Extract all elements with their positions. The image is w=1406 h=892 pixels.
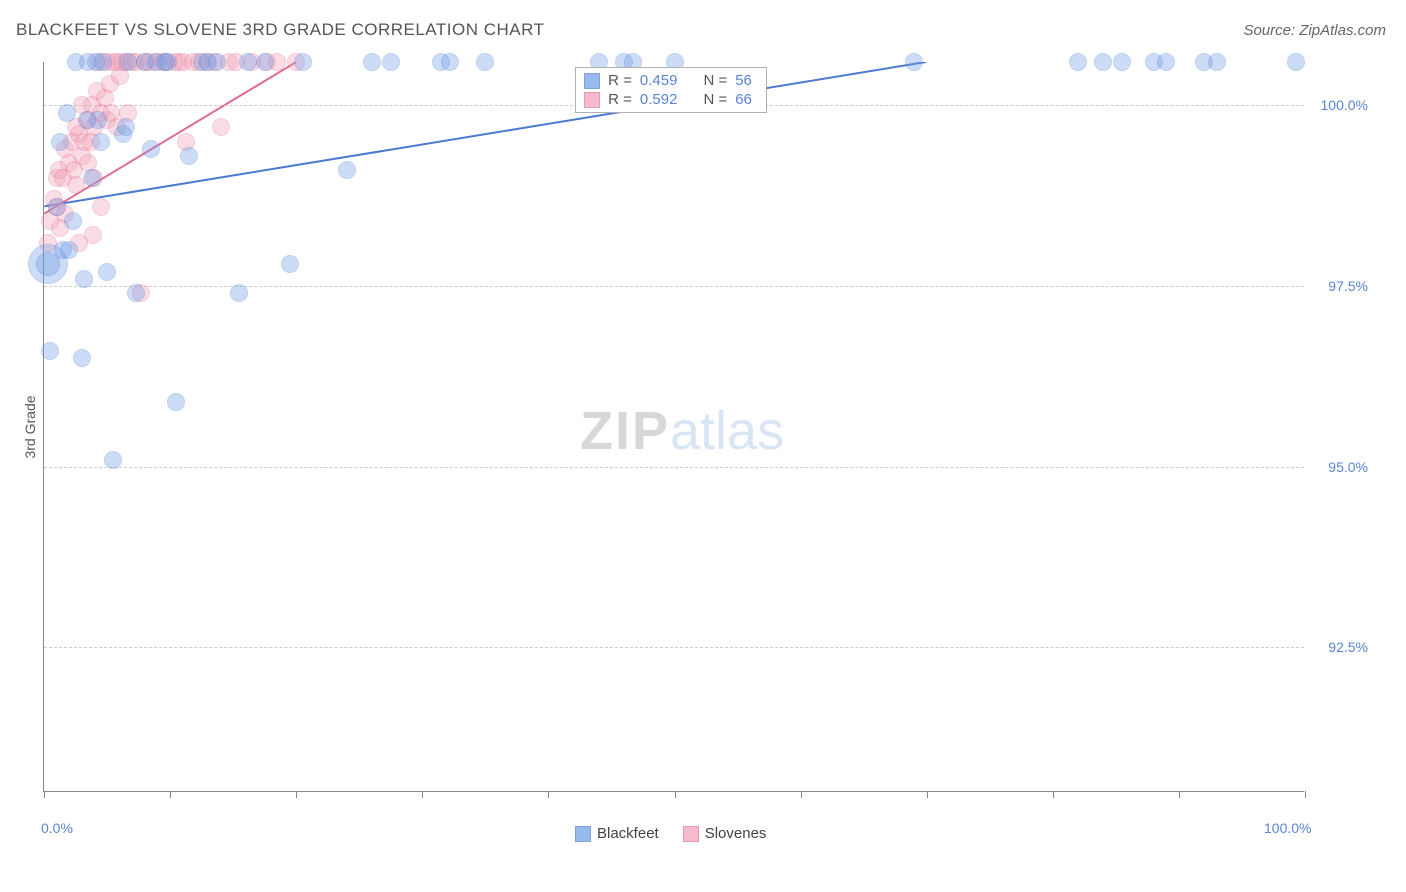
data-point-slovenes — [67, 176, 85, 194]
trend-lines-svg — [44, 62, 1304, 791]
x-tick — [927, 791, 928, 798]
data-point-blackfeet — [94, 53, 112, 71]
data-point-blackfeet — [119, 53, 137, 71]
data-point-blackfeet — [117, 118, 135, 136]
data-point-slovenes — [212, 118, 230, 136]
data-point-blackfeet — [1157, 53, 1175, 71]
data-point-blackfeet — [92, 133, 110, 151]
legend: Blackfeet Slovenes — [575, 825, 766, 842]
data-point-blackfeet — [180, 147, 198, 165]
x-tick — [296, 791, 297, 798]
gridline — [44, 467, 1304, 468]
swatch-slovenes-icon — [584, 92, 600, 108]
chart-title: BLACKFEET VS SLOVENE 3RD GRADE CORRELATI… — [16, 20, 544, 40]
swatch-slovenes-icon — [683, 826, 699, 842]
data-point-blackfeet — [60, 241, 78, 259]
data-point-blackfeet — [239, 53, 257, 71]
y-tick-label: 95.0% — [1308, 459, 1368, 475]
data-point-blackfeet — [905, 53, 923, 71]
gridline — [44, 647, 1304, 648]
x-tick — [44, 791, 45, 798]
data-point-blackfeet — [64, 212, 82, 230]
data-point-blackfeet — [98, 263, 116, 281]
chart-source: Source: ZipAtlas.com — [1243, 22, 1386, 39]
plot-area: 92.5%95.0%97.5%100.0% — [43, 62, 1304, 792]
data-point-blackfeet — [230, 284, 248, 302]
y-axis-title: 3rd Grade — [22, 395, 38, 458]
swatch-blackfeet-icon — [584, 73, 600, 89]
x-tick — [801, 791, 802, 798]
stats-blackfeet-n: 56 — [735, 72, 752, 89]
x-tick — [675, 791, 676, 798]
stats-n-label: N = — [703, 91, 727, 108]
data-point-blackfeet — [127, 284, 145, 302]
stats-box: R = 0.459 N = 56 R = 0.592 N = 66 — [575, 67, 767, 113]
stats-n-label: N = — [703, 72, 727, 89]
data-point-blackfeet — [382, 53, 400, 71]
x-tick — [170, 791, 171, 798]
data-point-blackfeet — [75, 270, 93, 288]
data-point-blackfeet — [167, 393, 185, 411]
legend-slovenes-label: Slovenes — [705, 825, 767, 842]
data-point-blackfeet — [104, 451, 122, 469]
data-point-blackfeet — [1069, 53, 1087, 71]
y-tick-label: 100.0% — [1308, 97, 1368, 113]
data-point-blackfeet — [159, 53, 177, 71]
data-point-blackfeet — [1287, 53, 1305, 71]
data-point-slovenes — [84, 226, 102, 244]
data-point-blackfeet — [281, 255, 299, 273]
y-tick-label: 92.5% — [1308, 639, 1368, 655]
data-point-blackfeet — [1094, 53, 1112, 71]
stats-row-blackfeet: R = 0.459 N = 56 — [576, 71, 766, 90]
stats-r-label: R = — [608, 72, 632, 89]
x-tick — [1179, 791, 1180, 798]
data-point-blackfeet — [51, 133, 69, 151]
stats-slovenes-n: 66 — [735, 91, 752, 108]
data-point-blackfeet — [58, 104, 76, 122]
data-point-blackfeet — [83, 169, 101, 187]
x-tick-label-max: 100.0% — [1264, 820, 1311, 836]
y-tick-label: 97.5% — [1308, 278, 1368, 294]
x-tick — [422, 791, 423, 798]
data-point-blackfeet — [256, 53, 274, 71]
stats-r-label: R = — [608, 91, 632, 108]
data-point-blackfeet — [41, 342, 59, 360]
legend-item-slovenes: Slovenes — [683, 825, 767, 842]
data-point-blackfeet — [294, 53, 312, 71]
data-point-slovenes — [92, 198, 110, 216]
data-point-blackfeet — [73, 349, 91, 367]
data-point-blackfeet — [441, 53, 459, 71]
x-tick-label-min: 0.0% — [41, 820, 73, 836]
data-point-blackfeet — [48, 198, 66, 216]
stats-slovenes-r: 0.592 — [640, 91, 678, 108]
data-point-blackfeet — [476, 53, 494, 71]
x-tick — [1053, 791, 1054, 798]
data-point-blackfeet — [1113, 53, 1131, 71]
data-point-blackfeet — [1208, 53, 1226, 71]
data-point-blackfeet — [338, 161, 356, 179]
stats-blackfeet-r: 0.459 — [640, 72, 678, 89]
x-tick — [548, 791, 549, 798]
data-point-blackfeet — [208, 53, 226, 71]
x-tick — [1305, 791, 1306, 798]
legend-item-blackfeet: Blackfeet — [575, 825, 659, 842]
data-point-blackfeet — [89, 111, 107, 129]
legend-blackfeet-label: Blackfeet — [597, 825, 659, 842]
swatch-blackfeet-icon — [575, 826, 591, 842]
stats-row-slovenes: R = 0.592 N = 66 — [576, 90, 766, 109]
data-point-blackfeet — [142, 140, 160, 158]
data-point-blackfeet — [363, 53, 381, 71]
